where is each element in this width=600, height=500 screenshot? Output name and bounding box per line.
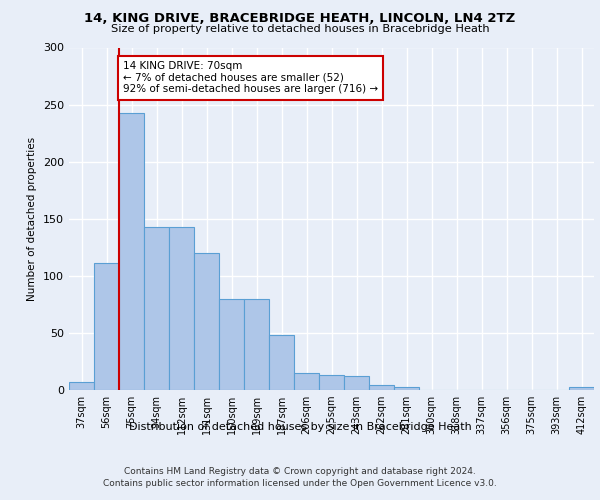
- Bar: [344, 376, 369, 390]
- Text: 14, KING DRIVE, BRACEBRIDGE HEATH, LINCOLN, LN4 2TZ: 14, KING DRIVE, BRACEBRIDGE HEATH, LINCO…: [85, 12, 515, 26]
- Bar: [169, 226, 194, 390]
- Bar: [94, 264, 119, 390]
- Bar: [194, 253, 219, 390]
- Bar: [294, 373, 319, 390]
- Bar: [569, 386, 594, 390]
- Bar: [269, 335, 294, 390]
- Text: 14 KING DRIVE: 70sqm
← 7% of detached houses are smaller (52)
92% of semi-detach: 14 KING DRIVE: 70sqm ← 7% of detached ho…: [123, 61, 378, 94]
- Y-axis label: Number of detached properties: Number of detached properties: [28, 136, 37, 301]
- Text: Contains public sector information licensed under the Open Government Licence v3: Contains public sector information licen…: [103, 478, 497, 488]
- Bar: [319, 375, 344, 390]
- Bar: [394, 386, 419, 390]
- Bar: [244, 298, 269, 390]
- Bar: [119, 112, 144, 390]
- Bar: [144, 226, 169, 390]
- Text: Distribution of detached houses by size in Bracebridge Heath: Distribution of detached houses by size …: [128, 422, 472, 432]
- Bar: [369, 386, 394, 390]
- Bar: [69, 382, 94, 390]
- Bar: [219, 298, 244, 390]
- Text: Size of property relative to detached houses in Bracebridge Heath: Size of property relative to detached ho…: [110, 24, 490, 34]
- Text: Contains HM Land Registry data © Crown copyright and database right 2024.: Contains HM Land Registry data © Crown c…: [124, 468, 476, 476]
